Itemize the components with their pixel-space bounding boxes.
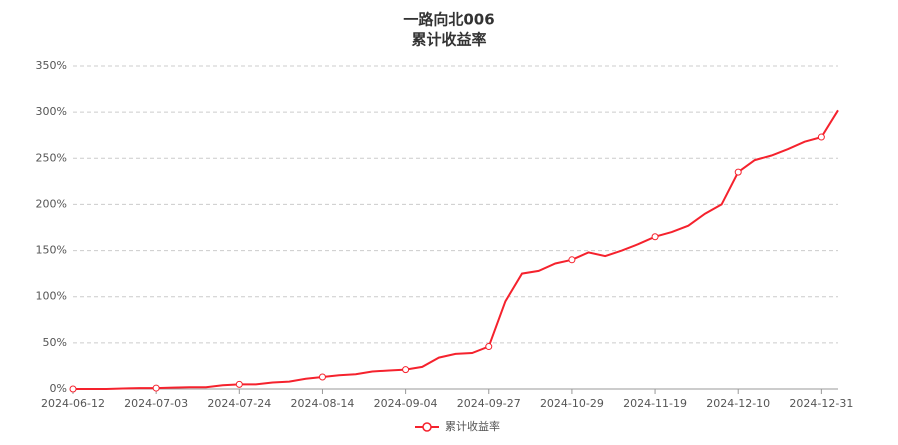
y-tick-label: 250% — [36, 151, 67, 164]
x-tick-label: 2024-11-19 — [623, 397, 687, 410]
y-tick-label: 100% — [36, 290, 67, 303]
point-marker — [235, 380, 243, 388]
y-tick-label: 50% — [43, 336, 67, 349]
y-tick-label: 350% — [36, 59, 67, 72]
point-marker — [318, 373, 326, 381]
x-tick-label: 2024-09-04 — [374, 397, 438, 410]
y-tick-label: 300% — [36, 105, 67, 118]
legend-label: 累计收益率 — [445, 419, 500, 433]
point-marker — [817, 133, 825, 141]
chart-subtitle: 累计收益率 — [411, 31, 486, 49]
point-marker — [568, 256, 576, 264]
y-tick-label: 200% — [36, 197, 67, 210]
x-tick-label: 2024-12-31 — [789, 397, 853, 410]
point-marker — [485, 343, 493, 351]
x-tick-label: 2024-07-03 — [124, 397, 188, 410]
y-tick-label: 0% — [50, 382, 67, 395]
point-marker — [402, 366, 410, 374]
point-marker — [69, 385, 77, 393]
x-tick-label: 2024-06-12 — [41, 397, 105, 410]
x-tick-label: 2024-07-24 — [207, 397, 271, 410]
point-marker — [734, 168, 742, 176]
x-tick-label: 2024-09-27 — [457, 397, 521, 410]
series-line — [73, 109, 839, 390]
x-tick-label: 2024-08-14 — [290, 397, 354, 410]
point-marker — [152, 384, 160, 392]
point-marker — [651, 233, 659, 241]
legend-marker — [422, 422, 432, 432]
x-tick-label: 2024-10-29 — [540, 397, 604, 410]
chart-title: 一路向北006 — [403, 11, 494, 29]
x-tick-label: 2024-12-10 — [706, 397, 770, 410]
y-tick-label: 150% — [36, 244, 67, 257]
